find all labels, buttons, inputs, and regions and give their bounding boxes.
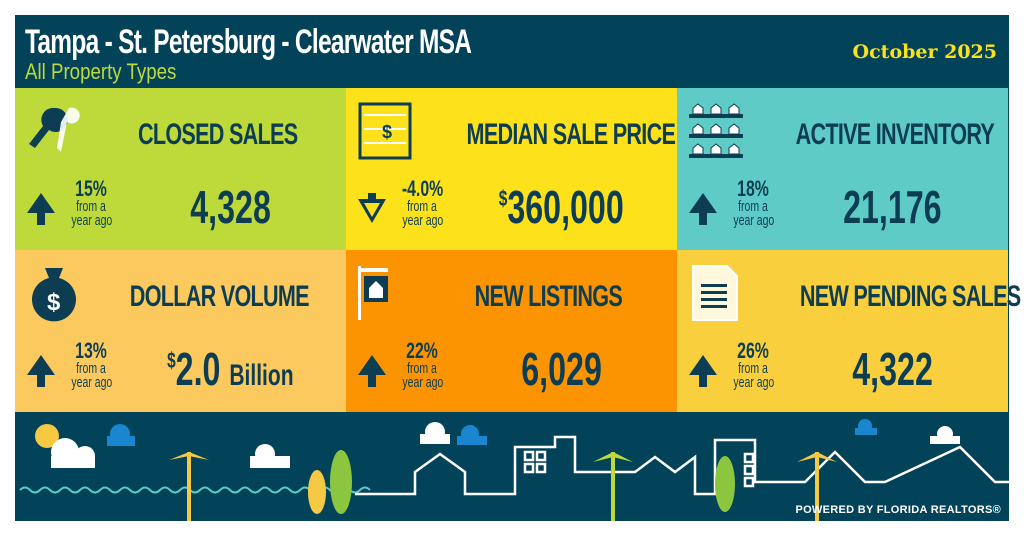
tile-label: DOLLAR VOLUME [129,280,310,313]
powered-by-credit: POWERED BY FLORIDA REALTORS® [795,504,1001,516]
tree-icon [715,456,735,512]
tile-closed-sales: CLOSED SALES 15% from a year ago 4,328 [15,88,346,250]
change-percent: 15% from a year ago [71,176,113,229]
cloud-icon [420,422,450,444]
arrow-up-icon [25,353,57,389]
keys-icon [25,102,83,160]
cloud-icon [107,424,135,446]
cloud-icon [930,426,960,444]
cityscape-illustration [19,419,1009,521]
metric-value: 4,328 [190,181,271,233]
tile-label: CLOSED SALES [137,118,298,151]
metric-value: 4,322 [852,343,933,395]
cityscape-banner: POWERED BY FLORIDA REALTORS® [15,412,1009,521]
metric-value: 21,176 [843,181,942,233]
svg-text:$: $ [382,122,392,142]
metric-value: $2.0 Billion [167,343,294,395]
page-subtitle: All Property Types [25,59,177,84]
tile-label: MEDIAN SALE PRICE [466,118,676,151]
arrow-up-icon [687,353,719,389]
houses-grid-icon [687,102,745,160]
for-sale-sign-icon [356,264,414,322]
cloud-icon [250,444,290,468]
tile-label: NEW LISTINGS [474,280,623,313]
cloud-icon [457,425,487,445]
tile-median-sale-price: $ MEDIAN SALE PRICE -4.0% from a year ago … [346,88,677,250]
cloud-icon [855,419,877,435]
tile-label: ACTIVE INVENTORY [795,118,995,151]
document-icon [687,264,745,322]
arrow-down-icon [356,191,388,227]
tile-active-inventory: ACTIVE INVENTORY 18% from a year ago 21,17… [677,88,1008,250]
cloud-icon [51,438,95,468]
palm-tree-icon [169,452,209,521]
tree-icon [330,450,352,514]
change-percent: 26% from a year ago [733,338,775,391]
infographic: Tampa - St. Petersburg - Clearwater MSA … [15,15,1021,521]
skyline-outline [355,435,1009,496]
sun-icon [35,424,59,448]
palm-tree-icon [593,452,633,521]
tile-label: NEW PENDING SALES [799,280,1021,313]
tile-dollar-volume: $ DOLLAR VOLUME 13% from a year ago $2.0 B… [15,250,346,412]
change-percent: 18% from a year ago [733,176,775,229]
page-title: Tampa - St. Petersburg - Clearwater MSA [25,23,472,61]
metric-value: $360,000 [499,181,624,233]
tree-icon [308,470,326,514]
arrow-up-icon [25,191,57,227]
metric-value: 6,029 [521,343,602,395]
abacus-icon: $ [356,102,414,160]
header: Tampa - St. Petersburg - Clearwater MSA … [15,15,1009,88]
money-bag-icon: $ [25,264,83,322]
change-percent: -4.0% from a year ago [401,176,444,229]
arrow-up-icon [687,191,719,227]
arrow-up-icon [356,353,388,389]
report-date: October 2025 [852,41,997,63]
svg-text:$: $ [47,289,61,316]
tile-new-pending-sales: NEW PENDING SALES 26% from a year ago 4,32… [677,250,1021,412]
change-percent: 13% from a year ago [71,338,113,391]
palm-tree-icon [797,452,837,521]
tile-new-listings: NEW LISTINGS 22% from a year ago 6,029 [346,250,677,412]
change-percent: 22% from a year ago [402,338,444,391]
